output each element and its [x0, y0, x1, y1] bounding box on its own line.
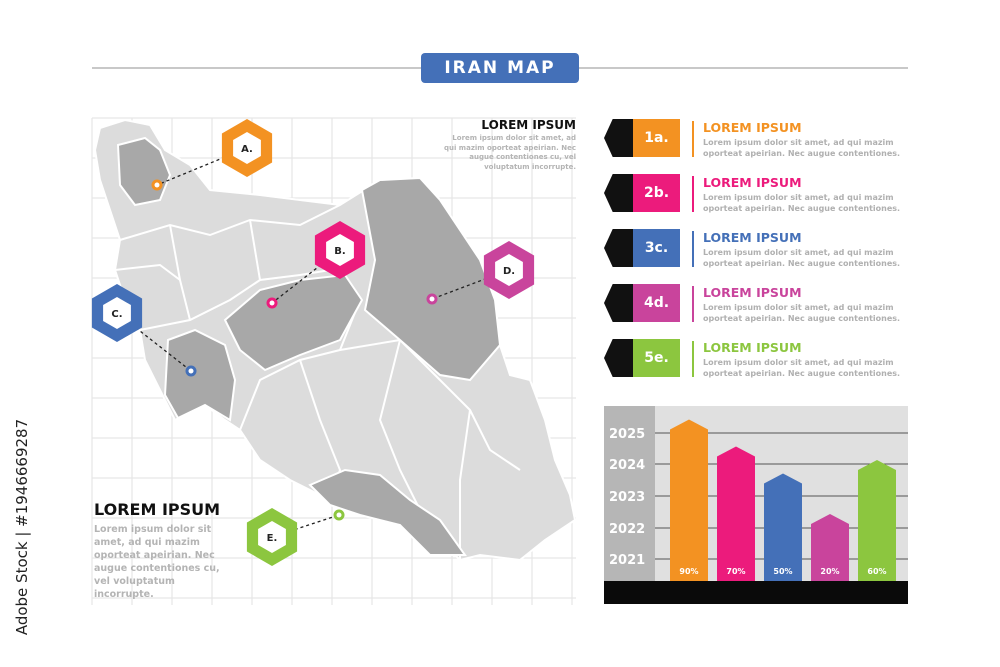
callout-a: A. — [151, 119, 273, 191]
hexagon-inner — [258, 521, 286, 553]
bottom-left-text: Lorem ipsum dolor sit amet, ad qui mazim… — [94, 524, 220, 600]
bar-value-label: 70% — [726, 567, 745, 576]
divider — [692, 121, 694, 157]
arrow-tab-icon — [604, 284, 633, 322]
y-tick-label: 2021 — [609, 553, 645, 568]
bar — [670, 419, 708, 581]
divider — [692, 341, 694, 377]
y-axis-panel — [604, 406, 655, 582]
y-tick-label: 2023 — [609, 490, 645, 505]
callout-label: D. — [503, 266, 515, 277]
legend-heading: LOREM IPSUM — [703, 230, 802, 245]
bar-value-label: 50% — [773, 567, 792, 576]
legend-text: Lorem ipsum dolor sit amet, ad qui mazim… — [703, 358, 901, 378]
leader-line — [116, 312, 192, 372]
arrow-tab-icon — [604, 119, 633, 157]
legend-text: Lorem ipsum dolor sit amet, ad qui mazim… — [703, 303, 901, 323]
watermark: Adobe Stock | #1946669287 — [13, 418, 31, 636]
legend-tag: 1a. — [633, 119, 680, 157]
hexagon-inner — [495, 254, 523, 286]
location-dot-center — [269, 300, 275, 306]
legend-heading: LOREM IPSUM — [703, 175, 802, 190]
legend-heading: LOREM IPSUM — [703, 340, 802, 355]
arrow-tab-icon — [604, 229, 633, 267]
callout-label: B. — [334, 246, 345, 257]
page-title: IRAN MAP — [421, 53, 579, 83]
location-dot-center — [154, 182, 160, 188]
y-tick-label: 2024 — [609, 458, 645, 473]
callout-e: E. — [246, 508, 345, 566]
province-c — [163, 328, 237, 422]
leader-line — [156, 147, 248, 186]
bar-value-label: 20% — [820, 567, 839, 576]
y-tick-label: 2022 — [609, 522, 645, 537]
bar — [764, 473, 802, 581]
province-e — [308, 468, 467, 556]
legend-tag: 2b. — [633, 174, 680, 212]
divider — [692, 176, 694, 212]
legend-text: Lorem ipsum dolor sit amet, ad qui mazim… — [703, 248, 901, 268]
callout-label: C. — [111, 309, 122, 320]
callout-d: D. — [426, 241, 535, 305]
divider — [692, 286, 694, 322]
bar — [858, 460, 896, 581]
province-d — [360, 176, 502, 382]
bar-chart: 2025 2024 2023 2022 2021 90% 70% 50% 20% 60% — [604, 406, 908, 604]
legend-text: Lorem ipsum dolor sit amet, ad qui mazim… — [703, 193, 901, 213]
legend-item: 4d. LOREM IPSUM Lorem ipsum dolor sit am… — [604, 284, 914, 324]
callout-label: E. — [267, 533, 278, 544]
bottom-left-heading: LOREM IPSUM — [94, 500, 221, 519]
legend-text: Lorem ipsum dolor sit amet, ad qui mazim… — [703, 138, 901, 158]
arrow-tab-icon — [604, 174, 633, 212]
legend-item: 1a. LOREM IPSUM Lorem ipsum dolor sit am… — [604, 119, 914, 159]
arrow-tab-icon — [604, 339, 633, 377]
province-b — [223, 273, 364, 372]
bar — [717, 446, 755, 581]
hexagon-inner — [233, 132, 261, 164]
legend-tag: 5e. — [633, 339, 680, 377]
location-dot-center — [188, 368, 194, 374]
callout-label: A. — [241, 144, 253, 155]
top-right-heading: LOREM IPSUM — [481, 118, 576, 132]
chart-base — [604, 581, 908, 604]
location-dot-center — [336, 512, 342, 518]
divider — [692, 231, 694, 267]
bar-value-label: 90% — [679, 567, 698, 576]
bar-value-label: 60% — [867, 567, 886, 576]
y-tick-label: 2025 — [609, 427, 645, 442]
legend-heading: LOREM IPSUM — [703, 285, 802, 300]
hexagon-inner — [103, 297, 131, 329]
callout-b: B. — [266, 221, 366, 309]
top-right-text: Lorem ipsum dolor sit amet, ad qui mazim… — [443, 134, 576, 171]
bar — [811, 514, 849, 581]
location-dot-center — [429, 296, 435, 302]
legend-item: 5e. LOREM IPSUM Lorem ipsum dolor sit am… — [604, 339, 914, 379]
hexagon-inner — [326, 234, 354, 266]
legend-heading: LOREM IPSUM — [703, 120, 802, 135]
legend-tag: 3c. — [633, 229, 680, 267]
legend-item: 2b. LOREM IPSUM Lorem ipsum dolor sit am… — [604, 174, 914, 214]
legend-item: 3c. LOREM IPSUM Lorem ipsum dolor sit am… — [604, 229, 914, 269]
legend-tag: 4d. — [633, 284, 680, 322]
callout-c: C. — [91, 284, 197, 377]
